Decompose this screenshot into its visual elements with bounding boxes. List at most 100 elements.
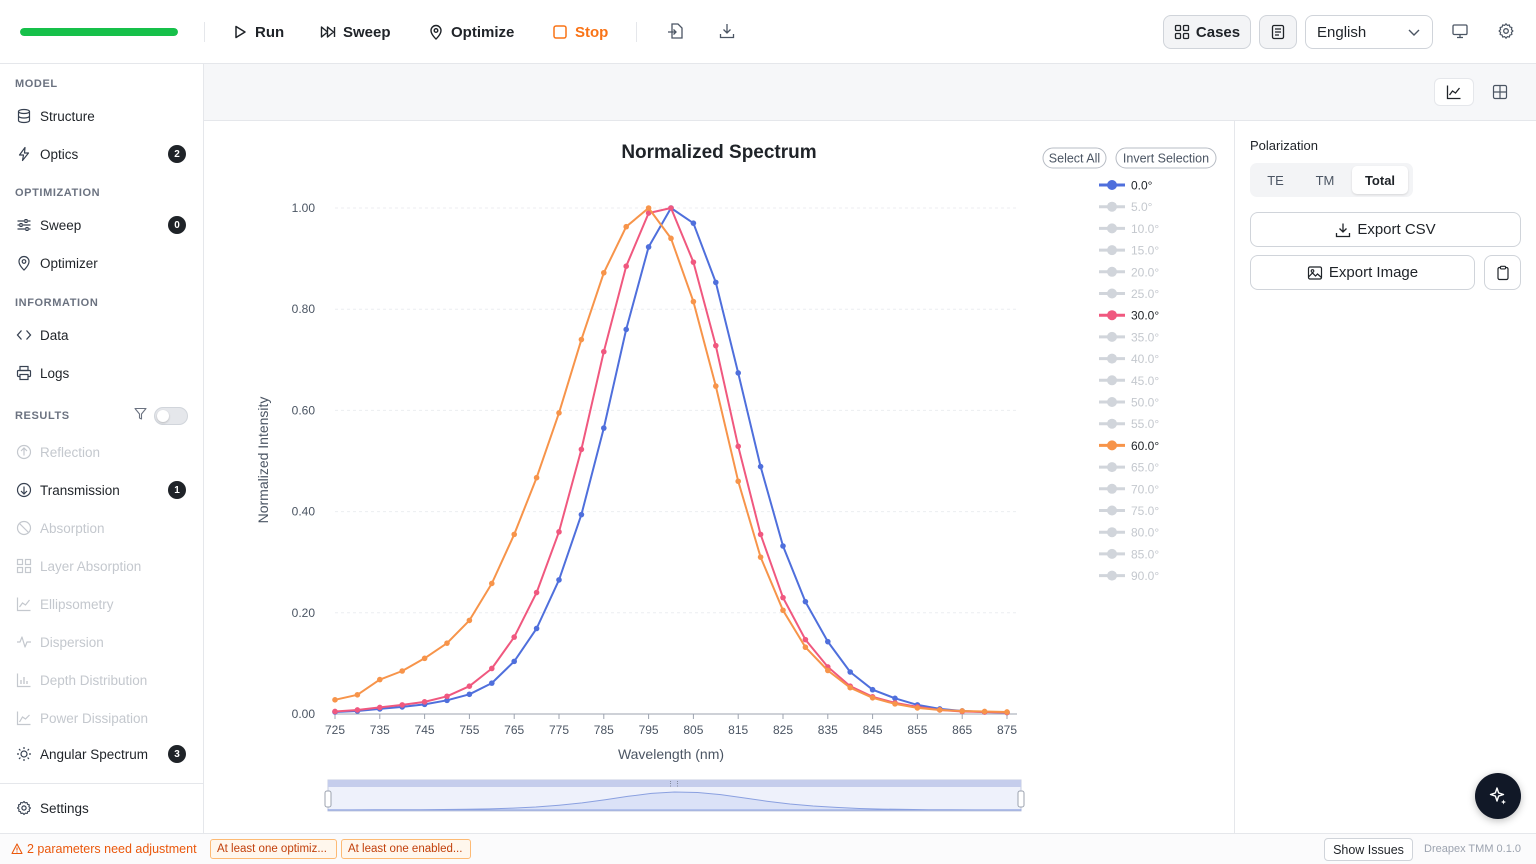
table-view-button[interactable] bbox=[1480, 78, 1520, 106]
sidebar-item-optimizer[interactable]: Optimizer bbox=[16, 251, 188, 275]
issue-chip[interactable]: At least one optimiz... bbox=[210, 839, 337, 859]
zoom-slider[interactable]: ⋮⋮ bbox=[324, 779, 1025, 812]
invert-selection-button[interactable]: Invert Selection bbox=[1115, 147, 1217, 169]
polarization-total[interactable]: Total bbox=[1352, 166, 1408, 194]
warning-message[interactable]: 2 parameters need adjustment bbox=[11, 842, 197, 856]
legend-item[interactable]: 70.0° bbox=[1099, 482, 1159, 496]
sidebar-item-structure[interactable]: Structure bbox=[16, 104, 188, 128]
data-point[interactable] bbox=[937, 707, 943, 713]
series-line[interactable] bbox=[334, 207, 1008, 713]
cases-button[interactable]: Cases bbox=[1163, 15, 1251, 49]
data-point[interactable] bbox=[668, 235, 674, 242]
data-point[interactable] bbox=[981, 708, 988, 715]
data-point[interactable] bbox=[556, 410, 562, 416]
data-point[interactable] bbox=[802, 598, 809, 605]
data-point[interactable] bbox=[466, 691, 473, 698]
data-point[interactable] bbox=[601, 269, 607, 276]
legend-item[interactable]: 50.0° bbox=[1099, 396, 1159, 410]
export-image-button[interactable]: Export Image bbox=[1250, 255, 1475, 290]
sidebar-item-layer-absorption[interactable]: Layer Absorption bbox=[16, 554, 188, 578]
series-line[interactable] bbox=[334, 207, 1008, 714]
data-point[interactable] bbox=[421, 699, 428, 705]
sidebar-item-logs[interactable]: Logs bbox=[16, 361, 188, 385]
legend-item[interactable]: 85.0° bbox=[1099, 547, 1159, 561]
data-point[interactable] bbox=[466, 617, 473, 624]
legend-item[interactable]: 25.0° bbox=[1099, 287, 1159, 301]
data-point[interactable] bbox=[511, 634, 517, 640]
data-point[interactable] bbox=[601, 348, 607, 355]
data-point[interactable] bbox=[869, 695, 876, 701]
data-point[interactable] bbox=[354, 691, 361, 698]
series-line[interactable] bbox=[334, 207, 1008, 714]
data-point[interactable] bbox=[690, 259, 697, 265]
data-point[interactable] bbox=[645, 244, 652, 250]
data-point[interactable] bbox=[444, 697, 450, 704]
chart-view-button[interactable] bbox=[1434, 78, 1474, 106]
data-point[interactable] bbox=[444, 693, 450, 700]
results-filter-toggle[interactable] bbox=[154, 407, 188, 425]
data-point[interactable] bbox=[601, 425, 607, 431]
polarization-te[interactable]: TE bbox=[1267, 172, 1284, 188]
legend-item[interactable]: 10.0° bbox=[1099, 222, 1159, 236]
data-point[interactable] bbox=[690, 220, 697, 226]
data-point[interactable] bbox=[645, 210, 652, 216]
stop-button[interactable]: Stop bbox=[552, 20, 608, 44]
legend-item[interactable]: 55.0° bbox=[1099, 417, 1159, 431]
copy-to-clipboard-button[interactable] bbox=[1484, 255, 1521, 290]
data-point[interactable] bbox=[354, 707, 361, 713]
optimize-button[interactable]: Optimize bbox=[428, 20, 514, 44]
show-issues-button[interactable]: Show Issues bbox=[1324, 838, 1413, 861]
data-point[interactable] bbox=[556, 577, 562, 583]
export-csv-button[interactable]: Export CSV bbox=[1250, 212, 1521, 247]
data-point[interactable] bbox=[780, 607, 786, 614]
data-point[interactable] bbox=[377, 704, 383, 711]
select-all-button[interactable]: Select All bbox=[1042, 147, 1107, 169]
data-point[interactable] bbox=[511, 531, 517, 538]
data-point[interactable] bbox=[489, 580, 495, 587]
data-point[interactable] bbox=[713, 279, 719, 286]
data-point[interactable] bbox=[780, 543, 786, 549]
data-point[interactable] bbox=[444, 640, 450, 646]
data-point[interactable] bbox=[690, 298, 697, 305]
data-point[interactable] bbox=[713, 342, 719, 349]
data-point[interactable] bbox=[556, 529, 562, 535]
legend-item[interactable]: 60.0° bbox=[1099, 439, 1159, 453]
legend-item[interactable]: 90.0° bbox=[1099, 569, 1159, 583]
legend-item[interactable]: 65.0° bbox=[1099, 461, 1159, 475]
data-point[interactable] bbox=[399, 668, 405, 674]
data-point[interactable] bbox=[489, 665, 495, 672]
data-point[interactable] bbox=[757, 531, 764, 538]
data-point[interactable] bbox=[466, 683, 473, 689]
data-point[interactable] bbox=[511, 658, 517, 665]
data-point[interactable] bbox=[399, 702, 405, 708]
sidebar-item-settings[interactable]: Settings bbox=[16, 796, 188, 820]
notes-button[interactable] bbox=[1259, 15, 1297, 49]
filter-icon[interactable] bbox=[134, 407, 147, 421]
settings-gear-button[interactable] bbox=[1497, 22, 1517, 42]
data-point[interactable] bbox=[533, 589, 540, 596]
data-point[interactable] bbox=[623, 223, 629, 230]
data-point[interactable] bbox=[780, 594, 786, 601]
data-point[interactable] bbox=[578, 511, 585, 518]
zoom-handle-right[interactable] bbox=[1017, 790, 1025, 808]
polarization-tm[interactable]: TM bbox=[1315, 172, 1335, 188]
data-point[interactable] bbox=[645, 205, 652, 211]
data-point[interactable] bbox=[892, 701, 898, 707]
sidebar-item-depth-distribution[interactable]: Depth Distribution bbox=[16, 668, 188, 692]
data-point[interactable] bbox=[825, 638, 831, 645]
download-button[interactable] bbox=[718, 22, 738, 42]
sidebar-item-power-dissipation[interactable]: Power Dissipation bbox=[16, 706, 188, 730]
data-point[interactable] bbox=[668, 205, 674, 211]
data-point[interactable] bbox=[332, 697, 338, 703]
data-point[interactable] bbox=[735, 443, 741, 450]
sidebar-item-dispersion[interactable]: Dispersion bbox=[16, 630, 188, 654]
legend-item[interactable]: 15.0° bbox=[1099, 244, 1159, 258]
legend-item[interactable]: 5.0° bbox=[1099, 200, 1153, 214]
sidebar-item-sweep[interactable]: Sweep 0 bbox=[16, 213, 188, 237]
run-button[interactable]: Run bbox=[232, 20, 284, 44]
data-point[interactable] bbox=[623, 263, 629, 269]
legend-item[interactable]: 40.0° bbox=[1099, 352, 1159, 366]
ai-assistant-button[interactable] bbox=[1475, 773, 1521, 819]
legend-item[interactable]: 30.0° bbox=[1099, 309, 1159, 323]
data-point[interactable] bbox=[757, 554, 764, 560]
